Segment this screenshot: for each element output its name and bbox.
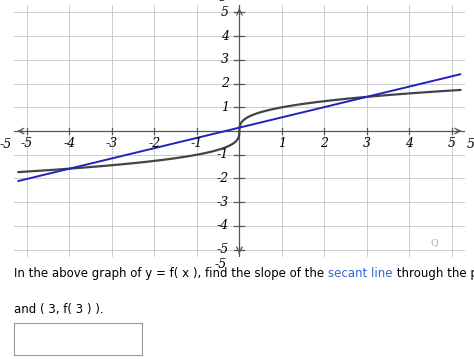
Text: 5: 5 — [466, 138, 474, 151]
Text: 1: 1 — [278, 137, 286, 150]
Text: through the points ( -4, f( -4 ) ): through the points ( -4, f( -4 ) ) — [392, 267, 474, 280]
Text: and ( 3, f( 3 ) ).: and ( 3, f( 3 ) ). — [14, 303, 104, 316]
Text: -1: -1 — [217, 148, 229, 161]
Text: -4: -4 — [64, 137, 75, 150]
Text: -5: -5 — [217, 243, 229, 256]
Text: -5: -5 — [21, 137, 33, 150]
Text: 1: 1 — [221, 101, 229, 114]
Text: 4: 4 — [405, 137, 413, 150]
Text: -5: -5 — [0, 138, 12, 151]
Text: -3: -3 — [217, 196, 229, 209]
Text: In the above graph of y = f( x ), find the slope of the: In the above graph of y = f( x ), find t… — [14, 267, 328, 280]
Text: 5: 5 — [221, 6, 229, 19]
Text: 4: 4 — [221, 30, 229, 43]
Text: -3: -3 — [106, 137, 118, 150]
Text: secant line: secant line — [328, 267, 392, 280]
Text: -5: -5 — [214, 258, 227, 271]
Text: -1: -1 — [191, 137, 203, 150]
Text: -2: -2 — [217, 172, 229, 185]
Text: 3: 3 — [363, 137, 371, 150]
Text: Q: Q — [431, 238, 439, 247]
Text: 3: 3 — [221, 53, 229, 66]
Text: 2: 2 — [221, 77, 229, 90]
Text: 2: 2 — [320, 137, 328, 150]
Text: 5: 5 — [219, 0, 227, 4]
Text: 5: 5 — [448, 137, 456, 150]
Text: -4: -4 — [217, 219, 229, 232]
Text: -2: -2 — [148, 137, 161, 150]
